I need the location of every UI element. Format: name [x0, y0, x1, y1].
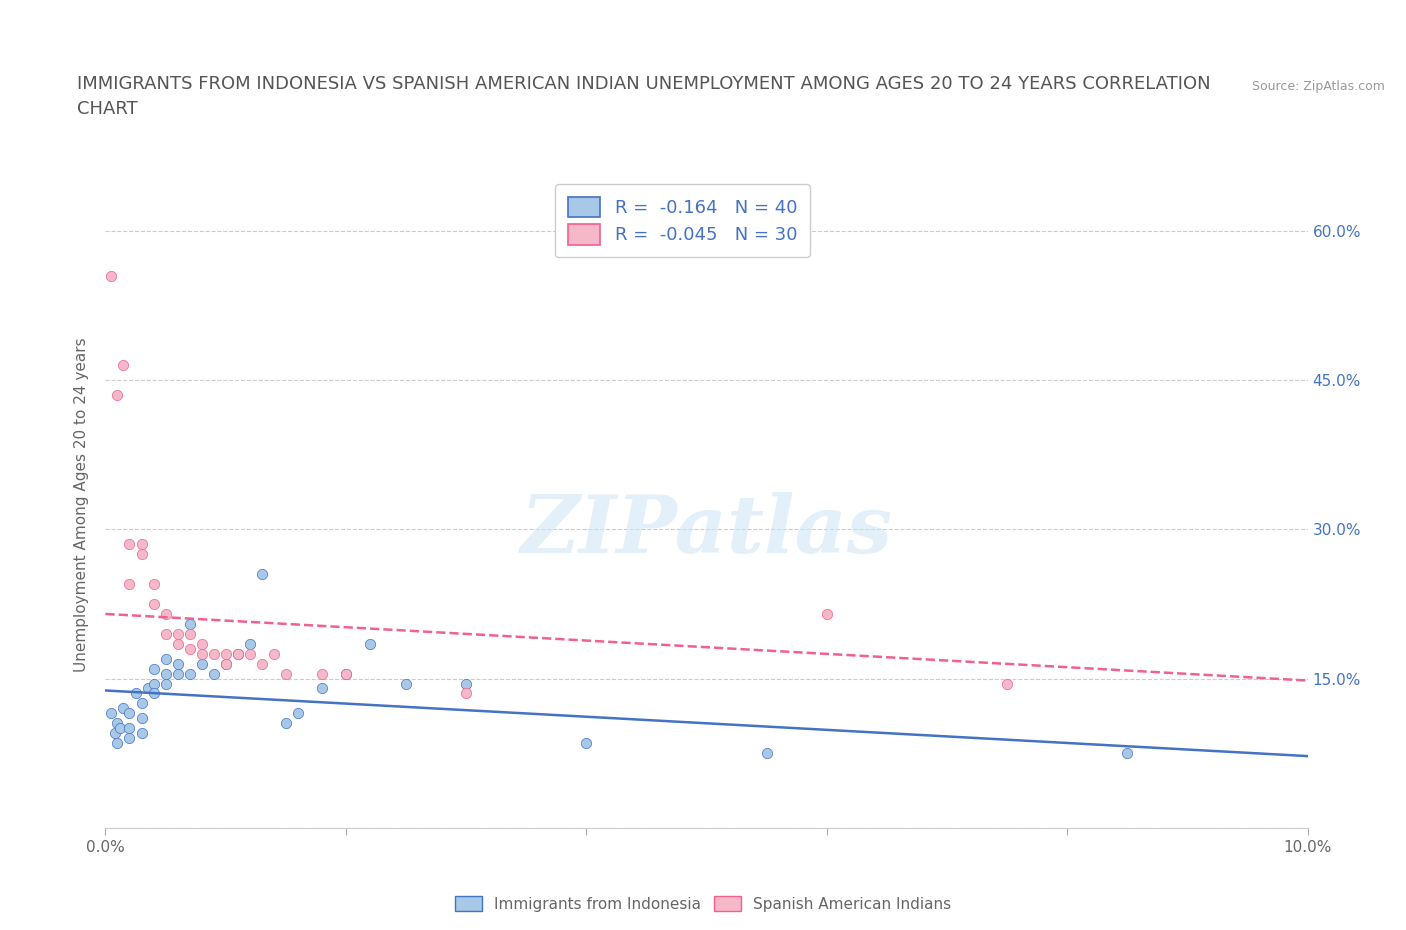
Point: [118, 537, 141, 551]
Legend: R =  -0.164   N = 40, R =  -0.045   N = 30: R = -0.164 N = 40, R = -0.045 N = 30: [555, 184, 810, 258]
Point: [250, 657, 273, 671]
Point: [155, 666, 177, 681]
Point: [118, 577, 141, 591]
Point: [112, 358, 135, 373]
Point: [107, 736, 129, 751]
Point: [118, 721, 141, 736]
Point: [142, 596, 165, 611]
Point: [226, 646, 249, 661]
Text: CHART: CHART: [77, 100, 138, 118]
Point: [142, 577, 165, 591]
Text: ZIPatlas: ZIPatlas: [520, 492, 893, 569]
Point: [395, 676, 418, 691]
Point: [190, 657, 212, 671]
Point: [454, 676, 477, 691]
Point: [359, 636, 381, 651]
Point: [155, 651, 177, 666]
Point: [214, 657, 236, 671]
Point: [155, 676, 177, 691]
Text: Source: ZipAtlas.com: Source: ZipAtlas.com: [1251, 80, 1385, 93]
Point: [142, 676, 165, 691]
Point: [107, 388, 129, 403]
Y-axis label: Unemployment Among Ages 20 to 24 years: Unemployment Among Ages 20 to 24 years: [75, 338, 90, 671]
Point: [104, 725, 127, 740]
Point: [202, 646, 225, 661]
Point: [190, 646, 212, 661]
Point: [335, 666, 357, 681]
Point: [112, 701, 135, 716]
Point: [131, 547, 153, 562]
Point: [131, 537, 153, 551]
Point: [575, 736, 598, 751]
Point: [311, 666, 333, 681]
Point: [239, 646, 262, 661]
Point: [118, 731, 141, 746]
Point: [454, 686, 477, 701]
Point: [239, 636, 262, 651]
Point: [287, 706, 309, 721]
Point: [995, 676, 1018, 691]
Point: [274, 666, 297, 681]
Point: [166, 666, 188, 681]
Point: [131, 725, 153, 740]
Point: [142, 661, 165, 676]
Point: [250, 566, 273, 581]
Point: [166, 657, 188, 671]
Point: [179, 627, 201, 642]
Point: [214, 657, 236, 671]
Point: [100, 706, 122, 721]
Point: [179, 617, 201, 631]
Point: [1116, 746, 1139, 761]
Legend: Immigrants from Indonesia, Spanish American Indians: Immigrants from Indonesia, Spanish Ameri…: [449, 889, 957, 918]
Point: [179, 642, 201, 657]
Point: [179, 666, 201, 681]
Point: [202, 666, 225, 681]
Point: [263, 646, 285, 661]
Point: [100, 269, 122, 284]
Point: [214, 646, 236, 661]
Point: [190, 636, 212, 651]
Point: [166, 636, 188, 651]
Point: [755, 746, 778, 761]
Point: [166, 627, 188, 642]
Point: [118, 706, 141, 721]
Point: [142, 686, 165, 701]
Text: IMMIGRANTS FROM INDONESIA VS SPANISH AMERICAN INDIAN UNEMPLOYMENT AMONG AGES 20 : IMMIGRANTS FROM INDONESIA VS SPANISH AME…: [77, 75, 1211, 93]
Point: [815, 606, 838, 621]
Point: [107, 716, 129, 731]
Point: [274, 716, 297, 731]
Point: [155, 627, 177, 642]
Point: [124, 686, 146, 701]
Point: [226, 646, 249, 661]
Point: [136, 681, 159, 696]
Point: [131, 696, 153, 711]
Point: [335, 666, 357, 681]
Point: [131, 711, 153, 725]
Point: [155, 606, 177, 621]
Point: [311, 681, 333, 696]
Point: [108, 721, 131, 736]
